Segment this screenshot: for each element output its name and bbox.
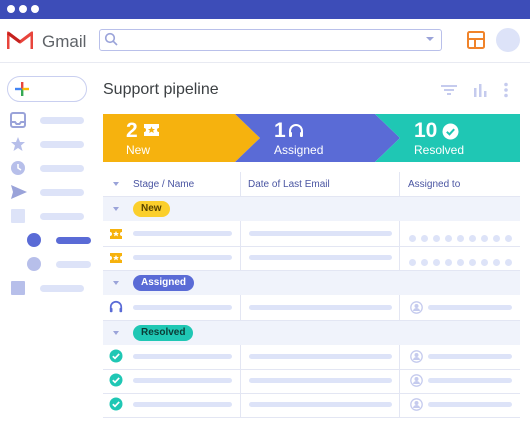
send-icon[interactable] [10, 184, 28, 205]
sidebar-item-sub[interactable] [56, 261, 91, 268]
sidebar-item-label-2[interactable] [40, 285, 84, 292]
column-divider [240, 172, 241, 196]
page-title: Support pipeline [103, 81, 219, 98]
collapse-all-chevron-icon[interactable] [113, 182, 119, 186]
user-icon[interactable] [410, 350, 423, 368]
search-input[interactable] [99, 29, 442, 51]
window-titlebar [0, 0, 530, 19]
column-divider [399, 295, 400, 320]
status-badge: Resolved [133, 325, 194, 341]
group-row-assigned[interactable]: Assigned [103, 271, 520, 295]
cell-date [249, 255, 392, 260]
window-minimize-dot[interactable] [19, 5, 27, 13]
check-circle-icon [109, 349, 123, 368]
column-divider [399, 345, 400, 417]
sub-label-dot-icon[interactable] [26, 256, 42, 277]
column-divider [240, 295, 241, 320]
ticket-icon [109, 227, 123, 245]
user-icon[interactable] [410, 398, 423, 416]
stage-assigned-label: Assigned [274, 143, 324, 157]
more-vertical-icon[interactable] [502, 82, 510, 103]
sidebar-item-sent[interactable] [40, 189, 84, 196]
compose-button[interactable] [7, 76, 87, 102]
row-divider [103, 270, 520, 271]
cell-date [249, 231, 392, 236]
column-header-stage[interactable]: Stage / Name [133, 179, 195, 190]
user-icon[interactable] [410, 301, 423, 319]
stage-assigned-count: 1 [274, 119, 286, 142]
label-square-icon[interactable] [10, 280, 26, 301]
plus-icon [14, 81, 30, 102]
stage-resolved-label: Resolved [414, 143, 465, 157]
sidebar-item-inbox[interactable] [40, 117, 84, 124]
stage-resolved[interactable]: 10 Resolved [375, 114, 520, 162]
sub-label-dot-icon[interactable] [26, 232, 42, 253]
clock-icon[interactable] [10, 160, 26, 181]
sidebar-item-active[interactable] [56, 237, 91, 244]
chevron-down-icon[interactable] [113, 331, 119, 335]
search-icon [104, 32, 118, 51]
chevron-down-icon[interactable] [113, 281, 119, 285]
cell-assignee [428, 402, 512, 407]
status-badge: Assigned [133, 275, 195, 291]
filter-icon[interactable] [440, 82, 458, 103]
gmail-logo-icon[interactable] [6, 30, 34, 55]
column-divider [240, 221, 241, 270]
row-divider [103, 369, 520, 370]
cell-date [249, 354, 392, 359]
layout-app-icon[interactable] [467, 31, 485, 54]
row-divider [103, 417, 520, 418]
group-row-resolved[interactable]: Resolved [103, 321, 520, 345]
cell-assignee [428, 305, 512, 310]
sidebar-item-label[interactable] [40, 213, 84, 220]
window-maximize-dot[interactable] [31, 5, 39, 13]
user-icon[interactable] [410, 374, 423, 392]
cell-name [133, 354, 232, 359]
check-circle-icon [109, 397, 123, 416]
stage-new-count: 2 [126, 119, 138, 142]
stage-assigned[interactable]: 1 Assigned [235, 114, 400, 162]
search-options-chevron-down-icon[interactable] [426, 37, 434, 41]
stage-new-label: New [126, 143, 151, 157]
cell-name [133, 231, 232, 236]
cell-name [133, 305, 232, 310]
label-square-icon[interactable] [10, 208, 26, 229]
cell-date [249, 378, 392, 383]
row-divider [103, 393, 520, 394]
row-divider [103, 246, 520, 247]
headset-icon [109, 300, 123, 319]
bar-chart-icon[interactable] [472, 82, 488, 103]
cell-date [249, 305, 392, 310]
cell-date [249, 402, 392, 407]
ticket-icon [109, 251, 123, 269]
status-badge: New [133, 201, 170, 217]
stage-new[interactable]: 2 New [103, 114, 260, 162]
chevron-down-icon[interactable] [113, 207, 119, 211]
assignee-avatars[interactable] [409, 229, 517, 247]
check-circle-icon [109, 373, 123, 392]
assignee-avatars[interactable] [409, 253, 517, 271]
inbox-icon[interactable] [10, 112, 26, 133]
cell-assignee [428, 354, 512, 359]
account-avatar[interactable] [496, 28, 520, 52]
row-divider [103, 320, 520, 321]
stage-resolved-count: 10 [414, 119, 438, 142]
cell-name [133, 255, 232, 260]
sidebar-item-starred[interactable] [40, 141, 84, 148]
star-icon[interactable] [10, 136, 26, 157]
cell-name [133, 402, 232, 407]
group-row-new[interactable]: New [103, 197, 520, 221]
cell-name [133, 378, 232, 383]
column-divider [399, 221, 400, 270]
column-header-assigned[interactable]: Assigned to [408, 179, 461, 190]
window-close-dot[interactable] [7, 5, 15, 13]
sidebar-item-snoozed[interactable] [40, 165, 84, 172]
column-divider [399, 172, 400, 196]
cell-assignee [428, 378, 512, 383]
header-divider [103, 196, 520, 197]
app-name: Gmail [42, 32, 87, 51]
column-header-date[interactable]: Date of Last Email [248, 179, 330, 190]
column-divider [240, 345, 241, 417]
